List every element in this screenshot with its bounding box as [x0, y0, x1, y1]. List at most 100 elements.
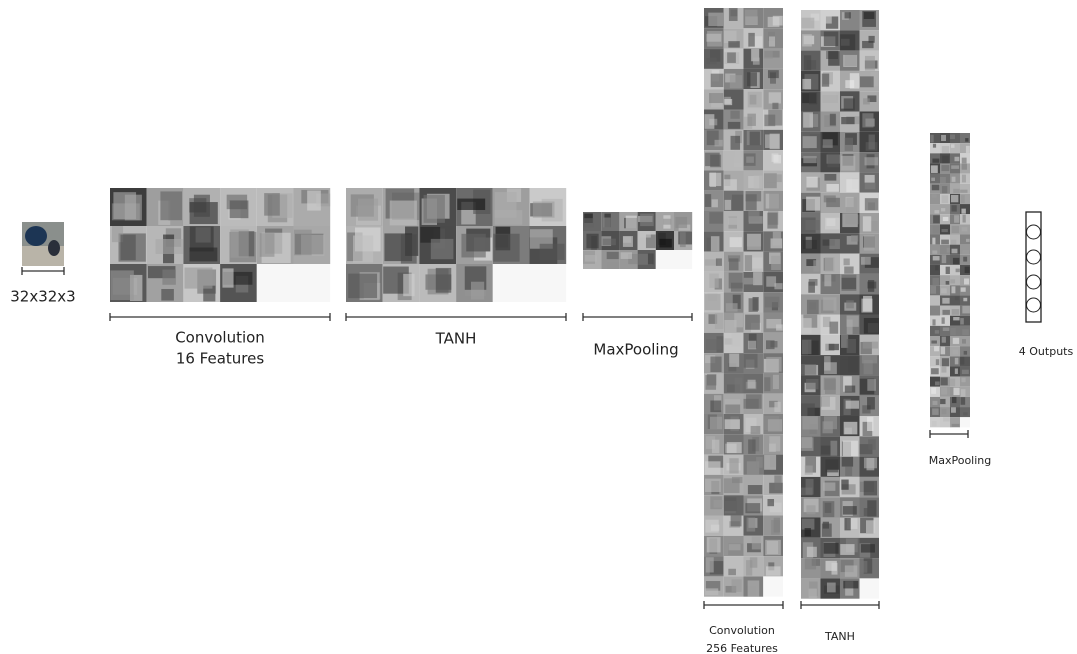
feature-detail [712, 440, 719, 454]
feature-detail [943, 327, 950, 331]
feature-detail [770, 456, 776, 468]
feature-detail [584, 218, 594, 227]
feature-detail [769, 92, 781, 103]
feature-detail [640, 214, 654, 227]
feature-detail [774, 283, 782, 289]
feature-detail [804, 55, 811, 70]
feature-detail [603, 218, 610, 228]
feature-detail [307, 190, 321, 210]
feature-detail [709, 173, 721, 186]
feature-detail [735, 378, 743, 394]
feature-detail [841, 480, 848, 490]
feature-detail [865, 198, 878, 210]
feature-detail [931, 178, 935, 181]
feature-detail [846, 401, 859, 409]
feature-detail [951, 165, 959, 169]
feature-detail [941, 367, 946, 373]
feature-detail [942, 298, 949, 304]
feature-detail [827, 153, 839, 167]
feature-detail [709, 93, 723, 103]
feature-detail [961, 287, 966, 291]
feature-detail [801, 437, 813, 451]
feature-detail [748, 33, 754, 47]
feature-detail [942, 337, 946, 343]
feature-detail [621, 252, 632, 259]
feature-detail [709, 212, 723, 224]
feature-detail [847, 339, 856, 353]
feature-detail [954, 157, 959, 161]
feature-detail [869, 135, 875, 150]
feature-detail [747, 72, 757, 86]
empty-tile [656, 250, 674, 269]
feature-detail [830, 441, 837, 456]
feature-detail [730, 111, 739, 119]
feature-detail [941, 240, 949, 245]
feature-detail [941, 135, 946, 141]
feature-detail [767, 174, 782, 182]
feature-detail [745, 255, 752, 271]
feature-detail [845, 215, 858, 225]
feature-detail [965, 267, 970, 273]
feature-detail [806, 177, 817, 188]
feature-detail [953, 189, 960, 193]
feature-tile [960, 407, 970, 417]
feature-detail [931, 340, 937, 343]
feature-detail [960, 318, 964, 324]
feature-detail [861, 544, 875, 552]
feature-detail [705, 294, 721, 310]
feature-detail [767, 213, 777, 229]
feature-detail [732, 579, 742, 591]
feature-detail [806, 505, 815, 514]
feature-detail [753, 58, 760, 65]
feature-detail [802, 340, 812, 354]
feature-detail [867, 417, 873, 431]
feature-detail [931, 387, 936, 393]
stage-label: 4 Outputs [1019, 345, 1074, 358]
feature-detail [806, 379, 819, 389]
feature-detail [748, 380, 756, 389]
feature-detail [803, 112, 813, 127]
feature-detail [863, 342, 878, 349]
feature-detail [941, 229, 947, 232]
feature-detail [842, 457, 853, 467]
feature-detail [729, 458, 738, 473]
feature-detail [935, 381, 940, 385]
feature-detail [801, 403, 815, 415]
feature-detail [841, 117, 854, 124]
feature-detail [844, 259, 850, 266]
feature-detail [745, 503, 760, 513]
feature-detail [941, 387, 947, 394]
feature-detail [802, 416, 817, 429]
feature-detail [824, 32, 838, 46]
feature-detail [952, 397, 956, 403]
feature-detail [827, 583, 836, 593]
feature-detail [774, 155, 781, 163]
feature-detail [802, 18, 815, 29]
feature-detail [822, 95, 837, 103]
feature-detail [823, 139, 833, 148]
feature-detail [868, 439, 876, 449]
feature-detail [461, 234, 485, 258]
feature-detail [623, 236, 633, 247]
feature-detail [731, 333, 740, 346]
feature-detail [716, 258, 722, 265]
feature-detail [802, 79, 811, 89]
feature-detail [809, 589, 817, 598]
feature-detail [962, 370, 969, 374]
feature-detail [863, 98, 870, 104]
feature-detail [748, 580, 760, 596]
tanh256-maps [801, 10, 879, 599]
feature-detail [940, 399, 945, 404]
feature-detail [942, 255, 946, 263]
conv256-maps [704, 8, 783, 597]
feature-detail [933, 144, 936, 148]
feature-detail [705, 588, 718, 595]
feature-detail [823, 501, 835, 517]
feature-detail [864, 235, 874, 250]
feature-detail [851, 235, 858, 241]
feature-detail [727, 52, 736, 63]
feature-detail [934, 210, 939, 213]
feature-detail [940, 177, 946, 183]
feature-detail [823, 317, 831, 327]
feature-detail [950, 135, 955, 140]
